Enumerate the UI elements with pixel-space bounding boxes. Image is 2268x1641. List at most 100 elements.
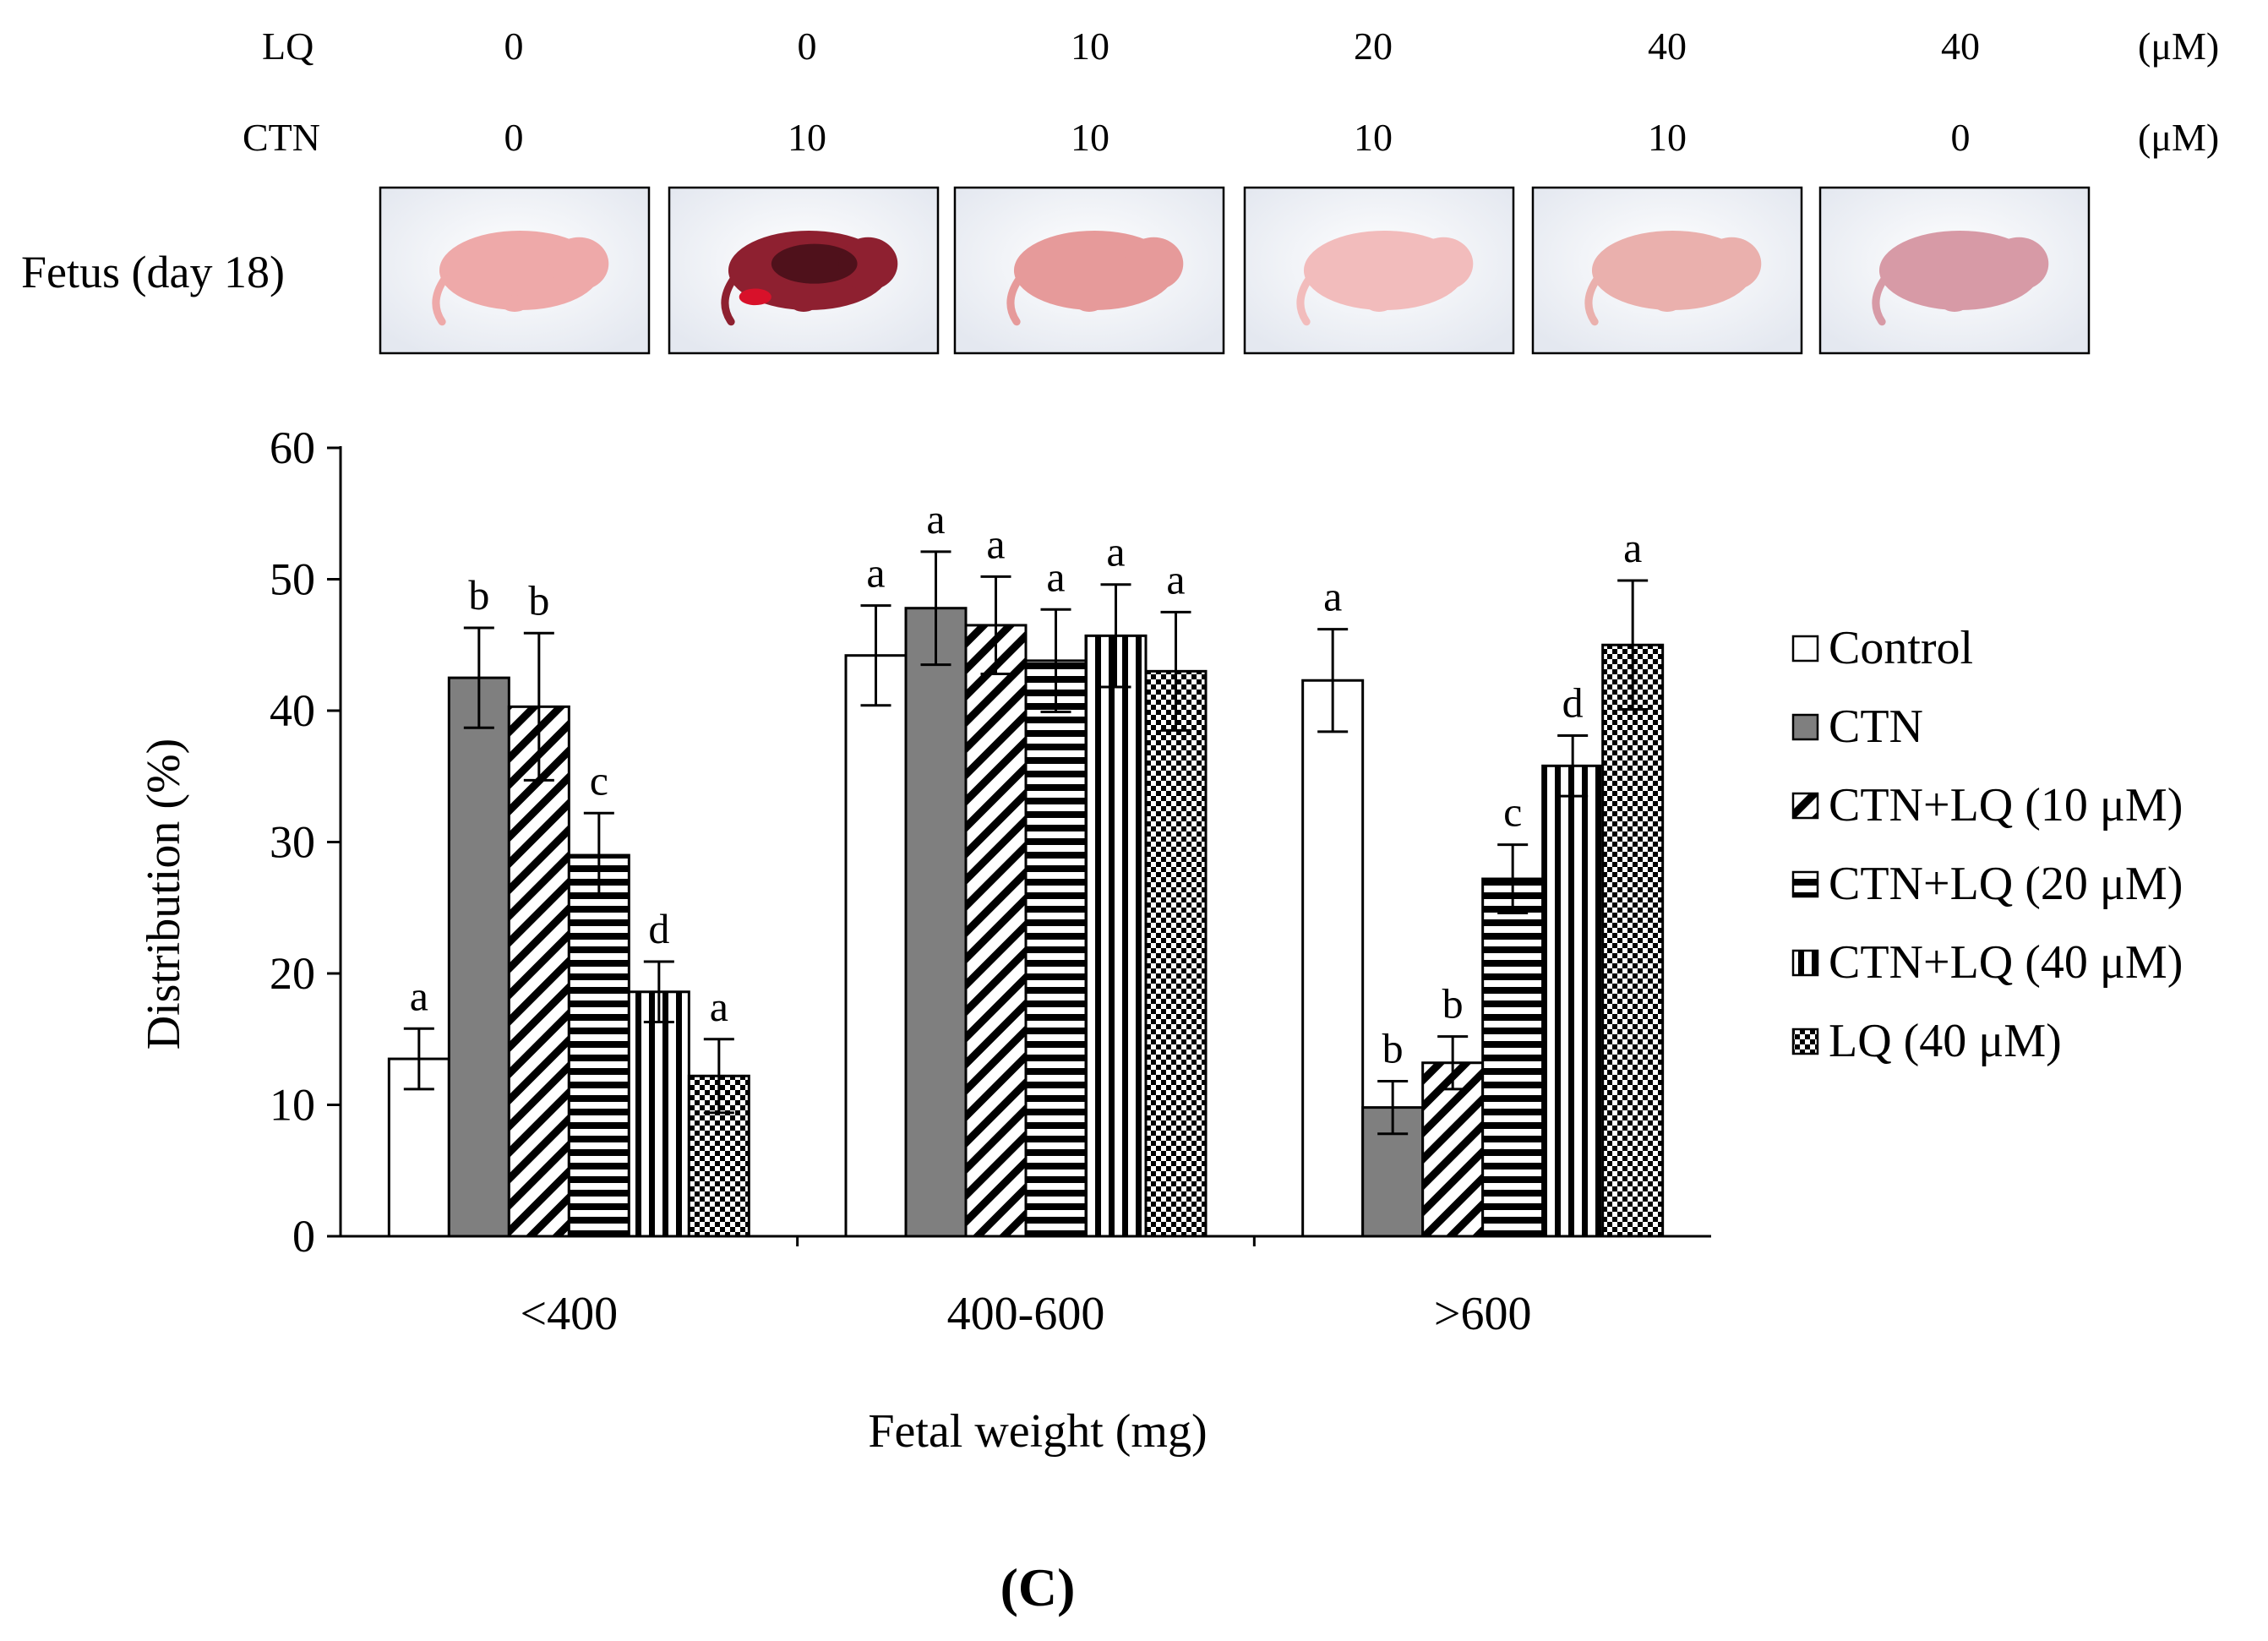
legend-label: CTN <box>1829 701 1923 753</box>
significance-letter: a <box>1106 528 1125 575</box>
x-category-label: >600 <box>1434 1288 1532 1340</box>
fetus-tail <box>1006 275 1023 326</box>
lq-value: 40 <box>1941 25 1980 68</box>
legend-swatch-gray <box>1791 713 1819 741</box>
fetus-head <box>1124 237 1184 291</box>
significance-letter: c <box>1503 788 1522 836</box>
significance-letter: a <box>410 972 428 1019</box>
bar-gray <box>904 607 968 1238</box>
fetus-tail <box>1584 275 1601 326</box>
significance-letter: a <box>710 983 728 1030</box>
bar-diag <box>964 624 1028 1238</box>
ctn-value: 10 <box>1354 116 1393 159</box>
ctn-row-values: 0 10 10 10 10 0 <box>504 116 1971 159</box>
significance-letter: a <box>926 495 945 542</box>
fetus-head <box>549 237 609 291</box>
fetus-photo-ctn-lq20 <box>1243 186 1515 355</box>
x-axis-label: Fetal weight (mg) <box>868 1405 1207 1458</box>
y-tick-label: 50 <box>270 554 315 605</box>
legend-swatch-white <box>1791 635 1819 662</box>
lq-value: 0 <box>504 25 524 68</box>
bar-diag <box>507 705 570 1238</box>
lq-value: 10 <box>1071 25 1109 68</box>
y-tick-label: 20 <box>270 948 315 999</box>
fetus-photos <box>379 186 2091 355</box>
fetus-bleeding <box>739 288 771 306</box>
lq-value: 40 <box>1648 25 1687 68</box>
lq-row-label: LQ <box>262 25 313 68</box>
bar-vstripe <box>1084 634 1148 1238</box>
fetus-limb <box>1076 295 1103 313</box>
fetus-tail <box>1296 275 1313 326</box>
significance-letter: d <box>1562 679 1584 727</box>
significance-letter: b <box>1442 980 1464 1028</box>
legend-swatch-vstripe <box>1791 949 1819 977</box>
y-tick-labels: 0 10 20 30 40 50 60 <box>270 423 315 1262</box>
fetus-photo-ctn-lq10 <box>953 186 1225 355</box>
lq-value: 0 <box>798 25 817 68</box>
bar-vstripe <box>1541 764 1605 1238</box>
fetus-head <box>838 237 898 291</box>
y-tick-label: 0 <box>292 1211 315 1262</box>
bar-white <box>1301 679 1365 1238</box>
bar-hstripe <box>1024 659 1088 1238</box>
fetus-photo-ctn <box>668 186 940 355</box>
legend-label: LQ (40 μM) <box>1829 1015 2062 1067</box>
fetus-tail <box>432 275 449 326</box>
fetus-hemorrhage <box>771 243 858 284</box>
legend-label: CTN+LQ (10 μM) <box>1829 779 2183 831</box>
y-tick-label: 10 <box>270 1080 315 1131</box>
legend-swatch-hstripe <box>1791 870 1819 898</box>
bar-check <box>1144 669 1208 1238</box>
legend-swatch-diag <box>1791 792 1819 820</box>
x-category-labels: <400 400-600 >600 <box>521 1288 1532 1340</box>
y-tick-label: 30 <box>270 817 315 868</box>
significance-letter: d <box>648 905 669 952</box>
ctn-value: 10 <box>788 116 826 159</box>
legend-label: Control <box>1829 622 1973 674</box>
fetus-row-label: Fetus (day 18) <box>21 247 285 297</box>
significance-letter: a <box>1166 555 1185 602</box>
ctn-value: 0 <box>504 116 524 159</box>
significance-letter: b <box>468 571 489 619</box>
bar-gray <box>447 676 510 1238</box>
ctn-unit: (μM) <box>2138 116 2219 159</box>
bar-vstripe <box>627 990 690 1238</box>
fetus-photo-lq40 <box>1818 186 2091 355</box>
bars <box>387 607 1665 1238</box>
legend-label: CTN+LQ (40 μM) <box>1829 936 2183 989</box>
fetus-limb <box>501 295 528 313</box>
bar-check <box>1601 643 1665 1238</box>
fetus-limb <box>790 295 817 313</box>
fetus-photo-ctn-lq40 <box>1531 186 1803 355</box>
ctn-value: 10 <box>1071 116 1109 159</box>
significance-letter: a <box>1046 553 1065 600</box>
treatment-table: LQ 0 0 10 20 40 40 (μM) CTN 0 10 10 10 1… <box>21 25 2219 355</box>
fetus-limb <box>1941 295 1968 313</box>
fetus-limb <box>1366 295 1393 313</box>
legend-label: CTN+LQ (20 μM) <box>1829 858 2183 910</box>
ctn-value: 10 <box>1648 116 1687 159</box>
bar-hstripe <box>567 853 630 1238</box>
bar-hstripe <box>1481 877 1545 1238</box>
fetus-head <box>1989 237 2049 291</box>
significance-letter: a <box>866 549 885 597</box>
significance-letter: a <box>1623 524 1642 571</box>
panel-label: (C) <box>1000 1557 1076 1617</box>
y-axis-label: Distribution (%) <box>138 739 190 1050</box>
fetus-tail <box>721 275 738 326</box>
fetus-head <box>1414 237 1474 291</box>
fetus-tail <box>1872 275 1889 326</box>
legend-swatch-check <box>1791 1028 1819 1055</box>
significance-letter: b <box>1382 1025 1404 1072</box>
x-category-label: 400-600 <box>947 1288 1105 1340</box>
lq-value: 20 <box>1354 25 1393 68</box>
error-bars <box>403 550 1649 1136</box>
bar-white <box>844 654 908 1238</box>
fetus-head <box>1702 237 1762 291</box>
lq-row-values: 0 0 10 20 40 40 <box>504 25 1981 68</box>
significance-letter: c <box>590 756 608 804</box>
